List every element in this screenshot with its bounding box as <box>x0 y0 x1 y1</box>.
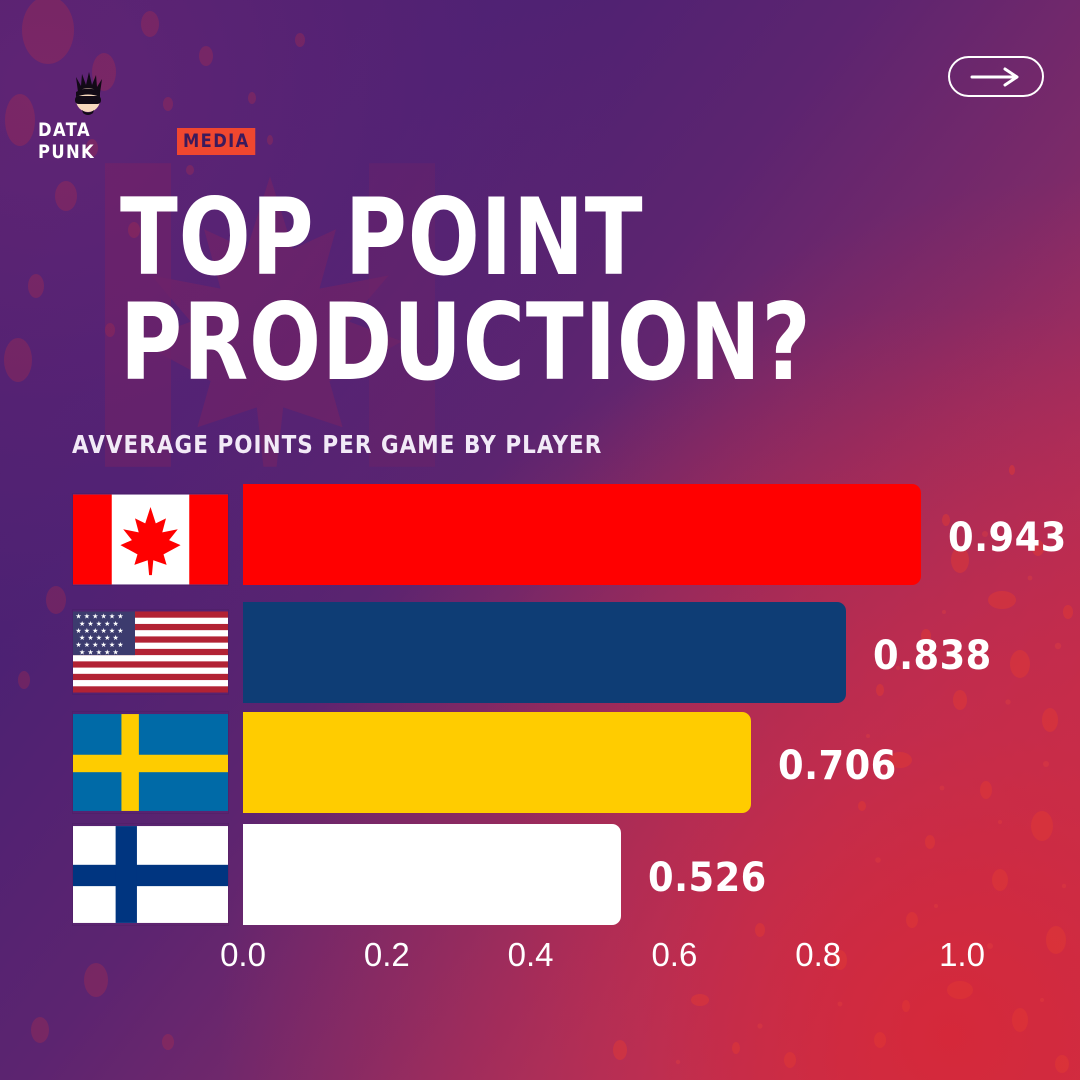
x-axis: 0.0 0.2 0.4 0.6 0.8 1.0 <box>0 936 1080 980</box>
x-tick-4: 0.8 <box>795 936 842 973</box>
bar-value-canada: 0.943 <box>948 515 1067 561</box>
x-tick-5: 1.0 <box>939 936 985 973</box>
bar-usa <box>243 602 846 703</box>
bar-value-sweden: 0.706 <box>777 743 897 789</box>
bar-row: 0.943 <box>0 484 1080 585</box>
flag-sweden-icon <box>73 714 228 811</box>
punk-face-icon <box>75 72 102 115</box>
next-arrow-button[interactable] <box>948 56 1044 97</box>
x-tick-2: 0.4 <box>507 936 554 973</box>
logo-word-accent: MEDIA <box>176 127 256 155</box>
bar-row: 0.526 <box>0 824 1080 925</box>
svg-text:★ ★ ★ ★ ★ ★: ★ ★ ★ ★ ★ ★ <box>75 641 123 649</box>
flag-canada-icon <box>73 494 228 585</box>
page-title: TOP POINT PRODUCTION? <box>120 176 1020 404</box>
svg-text:★ ★ ★ ★ ★: ★ ★ ★ ★ ★ <box>79 620 119 628</box>
bar-chart: 0.943 ★ ★ ★ ★ ★ ★ ★ ★ ★ ★ ★ ★ ★ ★ ★ ★ ★ ★ … <box>0 484 1080 984</box>
logo-word-primary: DATA PUNK <box>38 119 96 163</box>
brand-logo[interactable]: DATA PUNK MEDIA <box>38 72 268 163</box>
headline-line-1: TOP POINT <box>120 176 644 299</box>
bar-canada <box>243 484 922 585</box>
svg-text:★ ★ ★ ★ ★: ★ ★ ★ ★ ★ <box>79 634 119 642</box>
x-tick-0: 0.0 <box>220 936 266 973</box>
bar-sweden <box>243 712 751 813</box>
flag-finland-icon <box>73 826 228 923</box>
x-tick-1: 0.2 <box>363 936 410 973</box>
svg-text:★ ★ ★ ★ ★: ★ ★ ★ ★ ★ <box>79 648 119 656</box>
bar-row: 0.706 <box>0 712 1080 813</box>
svg-text:★ ★ ★ ★ ★ ★: ★ ★ ★ ★ ★ ★ <box>75 613 123 621</box>
chart-subtitle: AVVERAGE POINTS PER GAME BY PLAYER <box>72 430 603 459</box>
bar-value-finland: 0.526 <box>648 855 767 901</box>
bar-row: ★ ★ ★ ★ ★ ★ ★ ★ ★ ★ ★ ★ ★ ★ ★ ★ ★ ★ ★ ★ ★ … <box>0 602 1080 703</box>
x-tick-3: 0.6 <box>651 936 698 973</box>
flag-usa-icon: ★ ★ ★ ★ ★ ★★ ★ ★ ★ ★ ★ ★ ★ ★ ★ ★★ ★ ★ ★ … <box>73 611 228 693</box>
svg-text:★ ★ ★ ★ ★ ★: ★ ★ ★ ★ ★ ★ <box>75 627 123 635</box>
arrow-right-icon <box>970 67 1019 86</box>
bar-finland <box>243 824 622 925</box>
headline-line-2: PRODUCTION? <box>120 280 812 404</box>
bar-value-usa: 0.838 <box>872 633 992 679</box>
